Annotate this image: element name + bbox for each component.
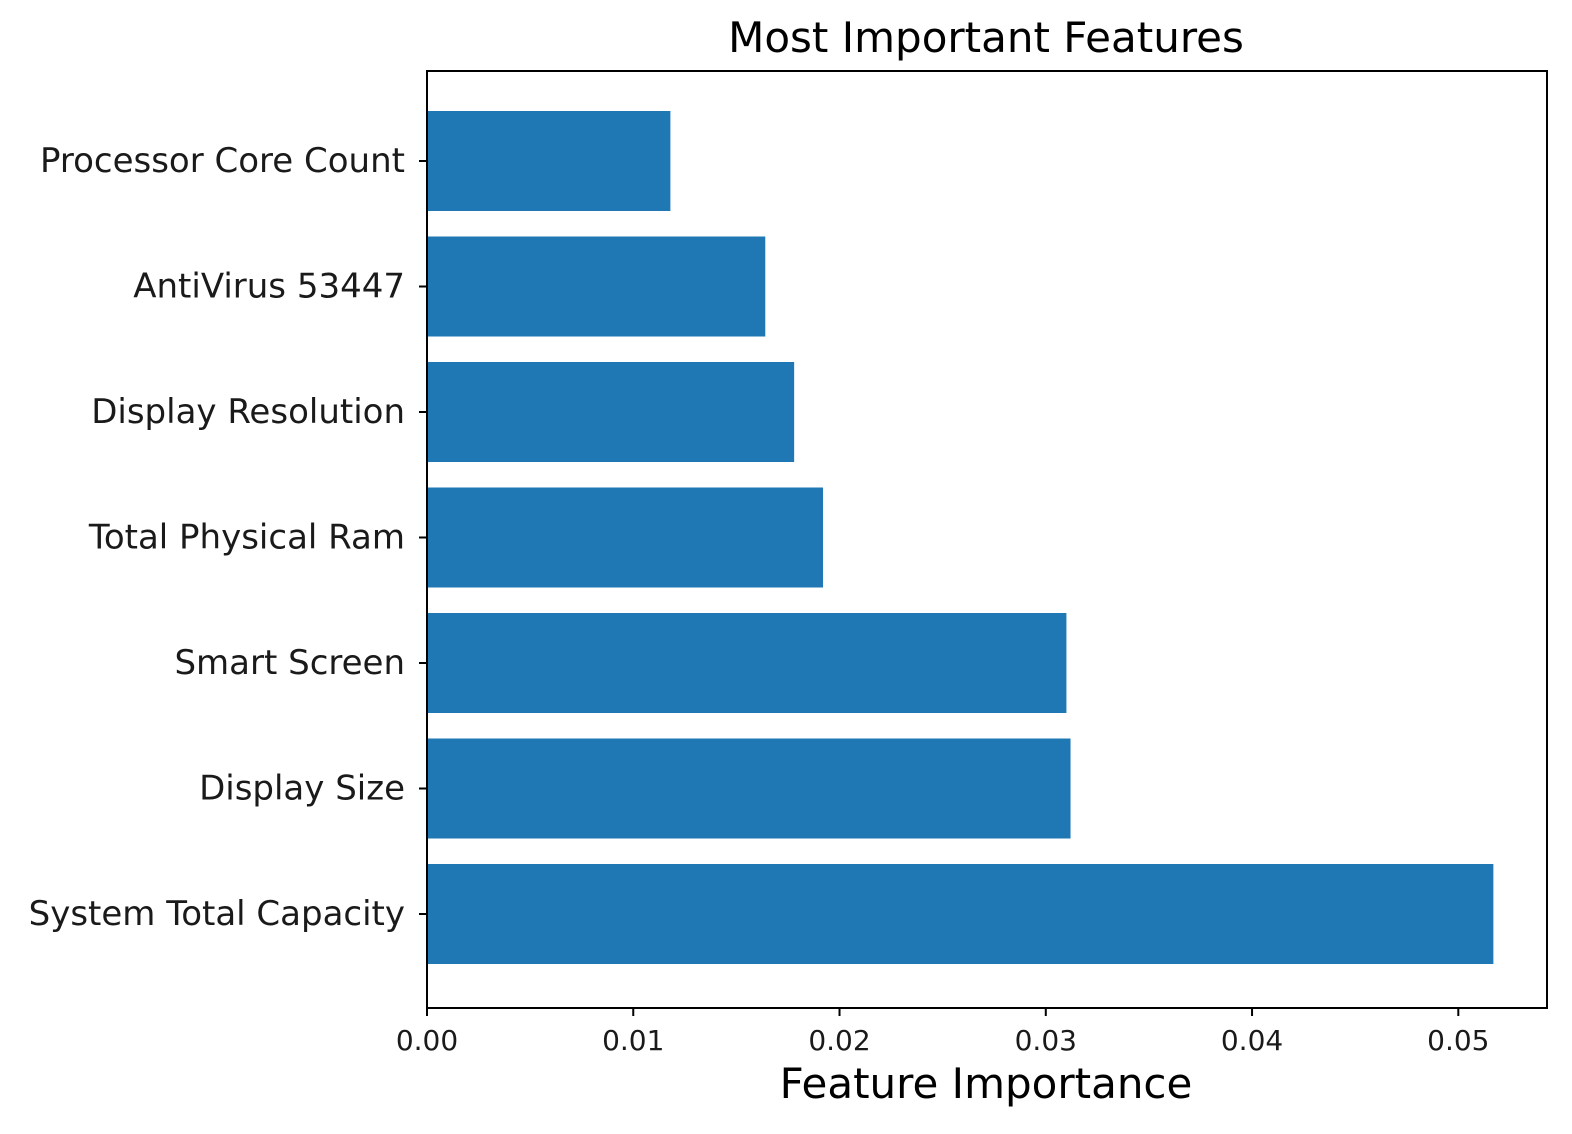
bar-processor-core-count [427,111,671,211]
y-tick-label: Display Resolution [91,392,405,432]
y-tick-label: Processor Core Count [40,141,405,181]
y-tick-label: Smart Screen [174,643,405,683]
bar-smart-screen [427,613,1067,713]
x-tick-label: 0.00 [396,1024,458,1057]
x-tick-label: 0.04 [1221,1024,1283,1057]
x-axis: 0.00 0.01 0.02 0.03 0.04 0.05 [396,1008,1489,1057]
bar-display-size [427,738,1071,839]
y-axis: Processor Core Count AntiVirus 53447 Displ… [29,141,427,934]
bars-layer [427,111,1494,964]
x-tick-label: 0.05 [1427,1024,1489,1057]
y-tick-label: Display Size [199,769,405,809]
y-tick-label: Total Physical Ram [88,518,405,558]
bar-total-physical-ram [427,487,824,588]
x-tick-label: 0.03 [1015,1024,1077,1057]
x-axis-label: Feature Importance [780,1059,1193,1108]
y-tick-label: System Total Capacity [29,894,405,934]
bar-antivirus-53447 [427,236,766,337]
chart-title: Most Important Features [728,13,1244,62]
bar-display-resolution [427,362,795,462]
x-tick-label: 0.01 [602,1024,664,1057]
y-tick-label: AntiVirus 53447 [133,267,405,307]
bar-system-total-capacity [427,864,1494,964]
plot-frame [426,70,1548,1009]
x-tick-label: 0.02 [808,1024,870,1057]
